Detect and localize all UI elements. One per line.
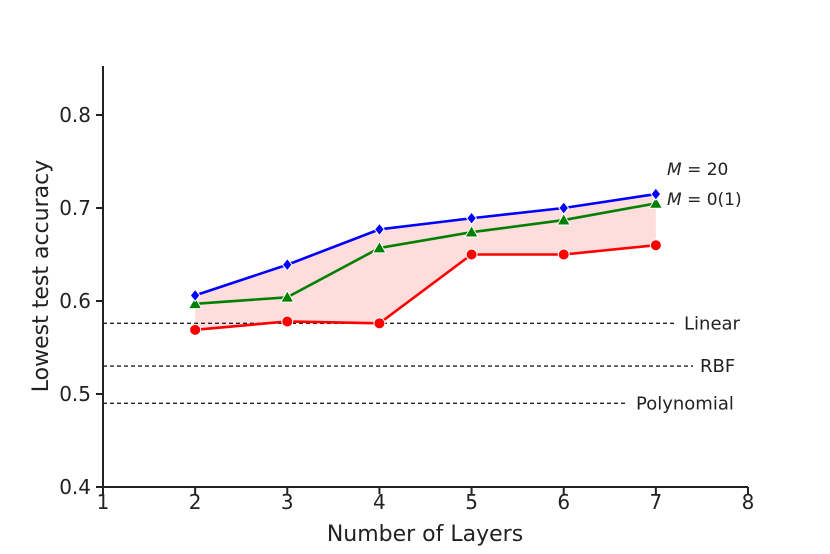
x-tick-label-4: 5 [465, 490, 478, 514]
ticks-layer: 1 2 3 4 5 6 7 8 0.4 0.5 0.6 0.7 0.8 [59, 103, 754, 514]
y-tick-label-0: 0.4 [59, 475, 91, 499]
ref-label-linear: Linear [684, 313, 741, 334]
series-0-point-3 [466, 211, 478, 226]
y-tick-label-3: 0.7 [59, 196, 91, 220]
series-2-line [195, 243, 656, 332]
series-2-point-0 [189, 323, 202, 336]
series-1-point-2 [372, 240, 387, 254]
shaded-region [195, 194, 656, 330]
legend-entry-m20-text: = 20 [682, 160, 729, 180]
shaded-region-layer [195, 194, 656, 330]
series-2-point-2 [373, 317, 386, 330]
y-tick-label-2: 0.6 [59, 289, 91, 313]
series-0 [189, 187, 662, 303]
series-1-point-3 [464, 224, 479, 238]
x-tick-label-5: 6 [557, 490, 570, 514]
legend-entry-m01-var: M [667, 190, 682, 210]
series-2-point-4 [557, 248, 570, 261]
legend-entry-m20-var: M [667, 160, 682, 180]
series-0-point-4 [558, 201, 570, 215]
x-tick-label-6: 7 [649, 490, 662, 514]
x-tick-label-1: 2 [189, 490, 202, 514]
series-0-point-5 [650, 187, 662, 201]
series-0-line [194, 192, 657, 297]
y-tick-label-4: 0.8 [59, 103, 91, 127]
reference-lines-layer: Linear RBF Polynomial [103, 313, 741, 414]
ref-label-rbf: RBF [700, 356, 735, 377]
legend-entry-m01-text: = 0(1) [682, 190, 742, 210]
x-tick-label-0: 1 [97, 490, 110, 514]
series-1-point-0 [187, 296, 203, 310]
series-1-point-4 [556, 212, 572, 226]
series-2-point-3 [465, 248, 478, 261]
labels-layer: Number of Layers Lowest test accuracy [29, 160, 523, 547]
x-axis-title: Number of Layers [327, 522, 523, 547]
legend: M = 20 M = 0(1) [667, 160, 742, 210]
series-layer [187, 187, 664, 336]
ref-label-polynomial: Polynomial [636, 393, 734, 414]
axes [102, 66, 748, 488]
y-tick-label-1: 0.5 [59, 382, 91, 406]
series-1 [187, 195, 664, 310]
legend-entry-m01: M = 0(1) [667, 190, 742, 210]
series-1-point-1 [279, 289, 295, 303]
series-0-point-2 [373, 222, 385, 237]
series-2 [189, 239, 662, 336]
series-2-point-1 [281, 315, 294, 328]
series-0-point-1 [281, 257, 293, 272]
series-0-point-0 [189, 288, 201, 303]
legend-entry-m20: M = 20 [667, 160, 728, 180]
series-2-point-5 [649, 239, 662, 252]
x-tick-label-2: 3 [281, 490, 294, 514]
x-tick-label-3: 4 [373, 490, 386, 514]
x-tick-label-7: 8 [742, 490, 755, 514]
series-1-point-5 [648, 195, 664, 209]
y-axis-title: Lowest test accuracy [29, 160, 54, 392]
series-1-line [195, 202, 657, 306]
